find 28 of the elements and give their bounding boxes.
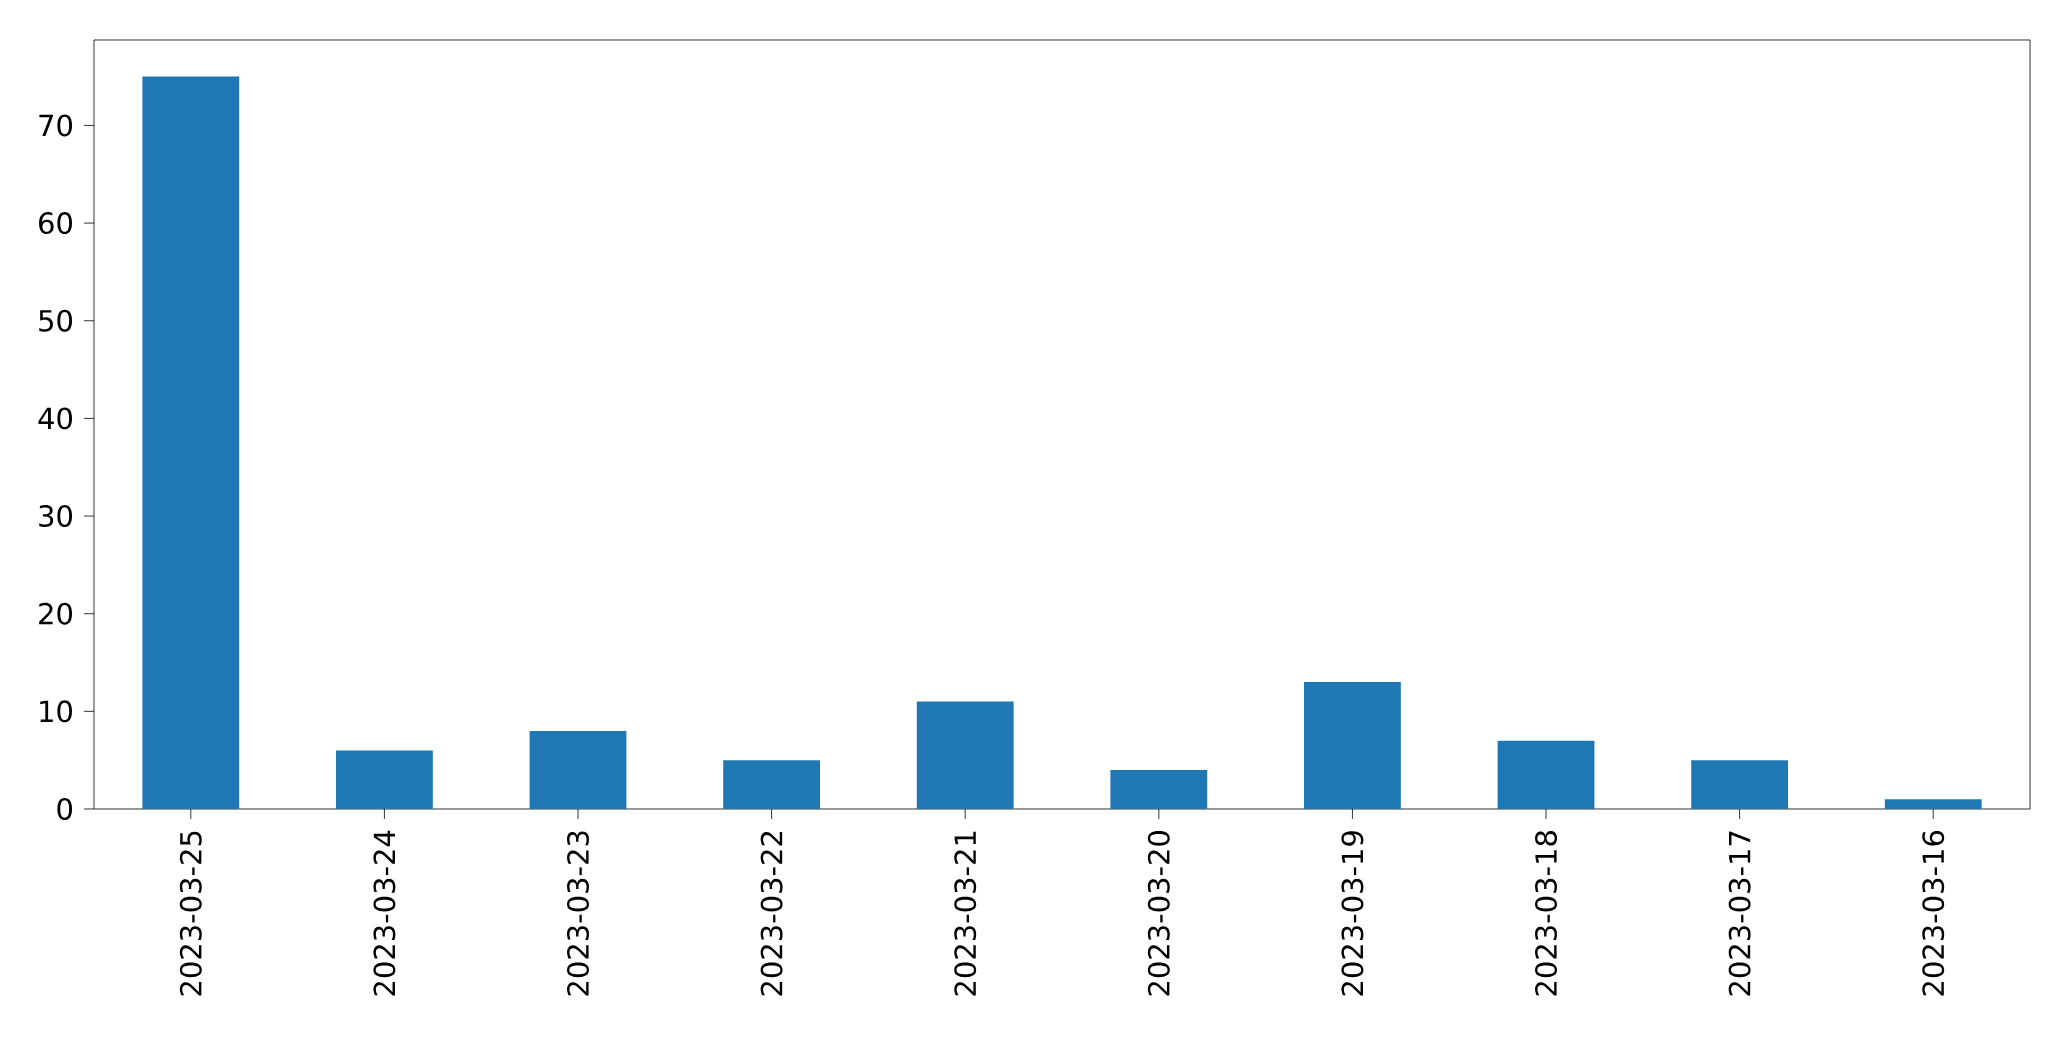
bar <box>142 76 240 809</box>
x-tick-label: 2023-03-17 <box>1728 831 1751 996</box>
y-tick-label: 60 <box>39 212 73 235</box>
bar <box>1884 799 1982 809</box>
y-tick-label: 20 <box>39 602 73 625</box>
x-tick-label: 2023-03-24 <box>373 830 396 996</box>
x-tick-label: 2023-03-22 <box>760 831 783 996</box>
y-tick-label: 40 <box>38 407 73 430</box>
bar <box>723 760 821 809</box>
bar <box>1110 769 1208 809</box>
y-tick-label: 70 <box>39 114 73 137</box>
x-tick-label: 2023-03-18 <box>1535 831 1557 996</box>
x-tick-label: 2023-03-25 <box>179 831 202 996</box>
y-tick-label: 30 <box>39 505 73 528</box>
x-tick-label: 2023-03-23 <box>567 831 589 996</box>
bar <box>916 701 1014 809</box>
x-tick-label: 2023-03-19 <box>1341 831 1364 996</box>
bar <box>1304 682 1401 809</box>
bar <box>1691 760 1789 809</box>
bar <box>1497 740 1595 809</box>
bar <box>336 750 433 809</box>
x-tick-label: 2023-03-16 <box>1922 830 1945 996</box>
y-tick-label: 10 <box>40 700 73 723</box>
x-tick-label: 2023-03-20 <box>1147 831 1170 996</box>
y-tick-label: 50 <box>39 309 73 332</box>
x-tick-label: 2023-03-21 <box>954 831 977 996</box>
bar <box>529 730 627 809</box>
y-tick-label: 0 <box>57 798 73 820</box>
